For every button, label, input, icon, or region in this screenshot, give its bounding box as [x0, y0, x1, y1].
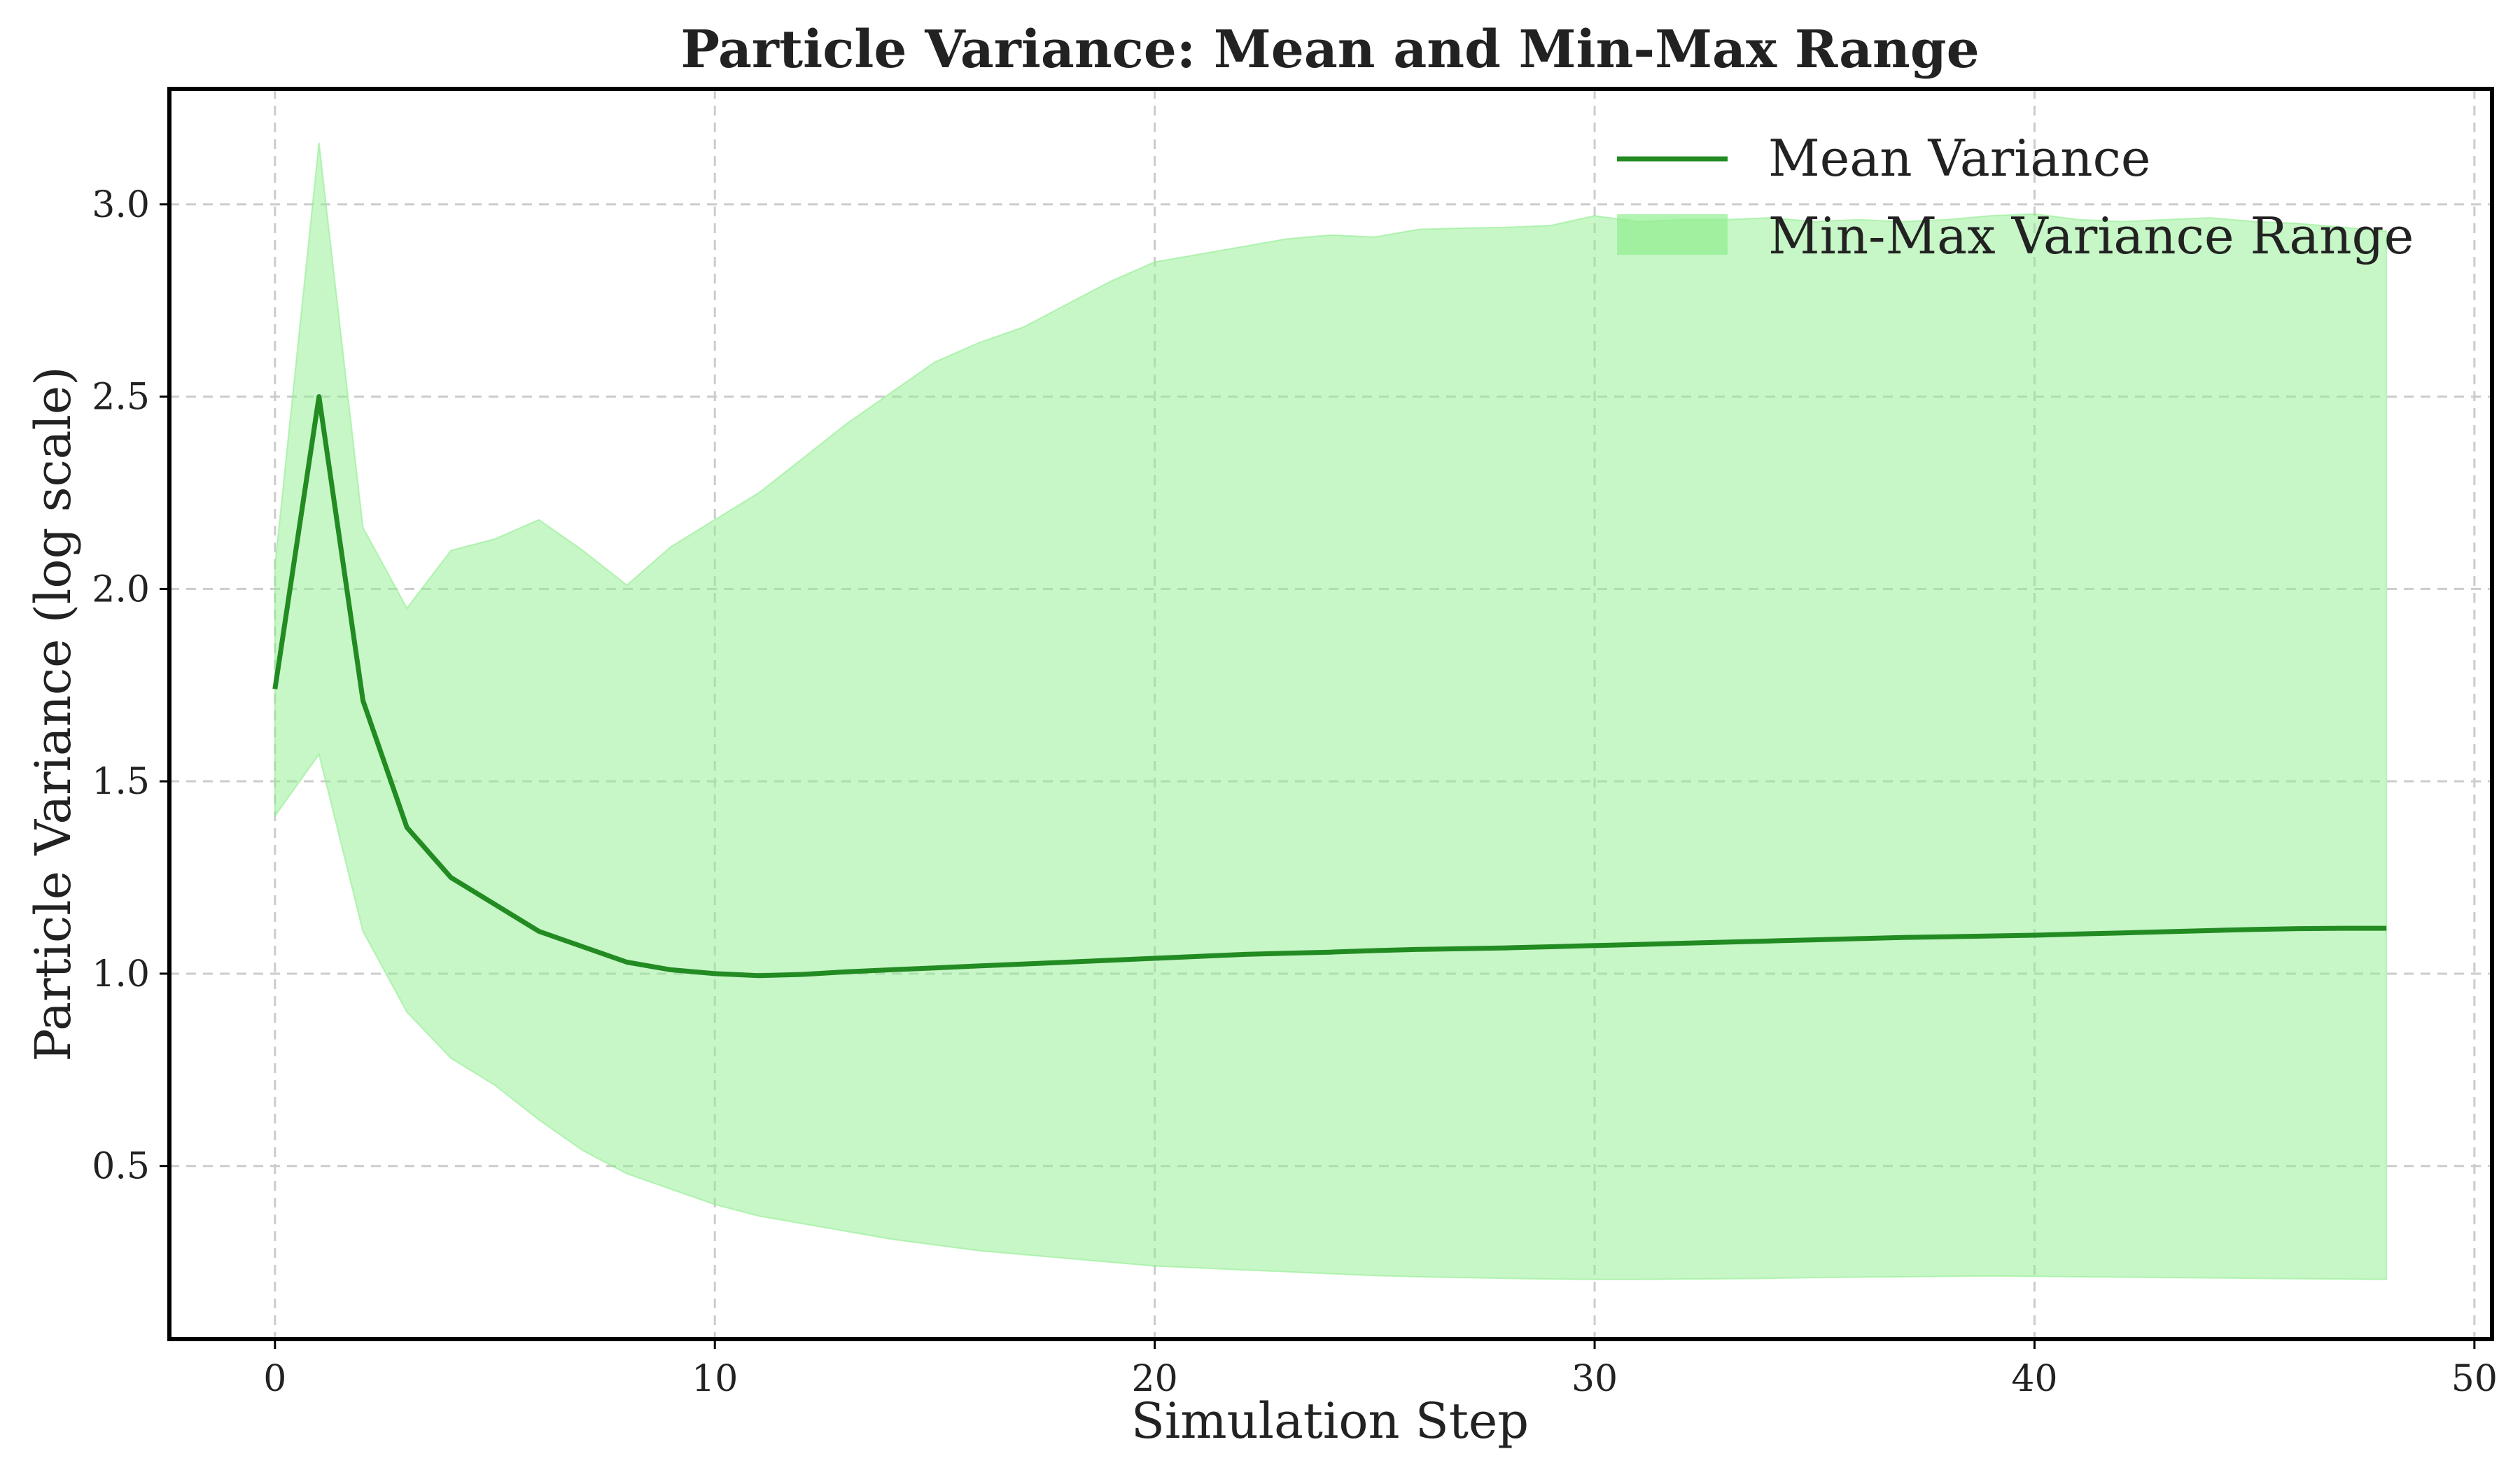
plot-frame	[167, 87, 2494, 1341]
x-tick-label: 10	[692, 1358, 738, 1400]
x-tick-label: 50	[2451, 1358, 2498, 1400]
y-axis-label: Particle Variance (log scale)	[24, 366, 82, 1061]
y-tick-label: 0.5	[92, 1146, 150, 1188]
min-max-range-band	[274, 142, 2388, 1280]
x-tick-label: 40	[2011, 1358, 2057, 1400]
x-axis-label: Simulation Step	[1131, 1392, 1529, 1450]
mean-line-layer	[272, 394, 2387, 979]
y-tick-label: 3.0	[92, 184, 150, 226]
legend: Mean Variance Min-Max Variance Range	[1617, 129, 2414, 265]
y-axis-ticks: 0.5 1.0 1.5 2.0 2.5 3.0	[92, 184, 169, 1188]
y-tick-label: 1.0	[92, 953, 150, 995]
legend-band-swatch	[1617, 214, 1728, 255]
chart-title: Particle Variance: Mean and Min-Max Rang…	[680, 20, 1979, 80]
x-tick-label: 20	[1132, 1358, 1178, 1400]
legend-label-range: Min-Max Variance Range	[1768, 206, 2414, 265]
mean-variance-line	[272, 394, 2387, 979]
x-tick-label: 0	[263, 1358, 286, 1400]
x-axis-ticks: 0 10 20 30 40 50	[263, 1339, 2498, 1400]
y-tick-label: 2.0	[92, 568, 150, 610]
y-tick-label: 1.5	[92, 761, 150, 803]
x-tick-label: 30	[1572, 1358, 1618, 1400]
range-band-layer	[274, 142, 2388, 1280]
y-tick-label: 2.5	[92, 377, 150, 419]
legend-label-mean: Mean Variance	[1768, 129, 2151, 188]
